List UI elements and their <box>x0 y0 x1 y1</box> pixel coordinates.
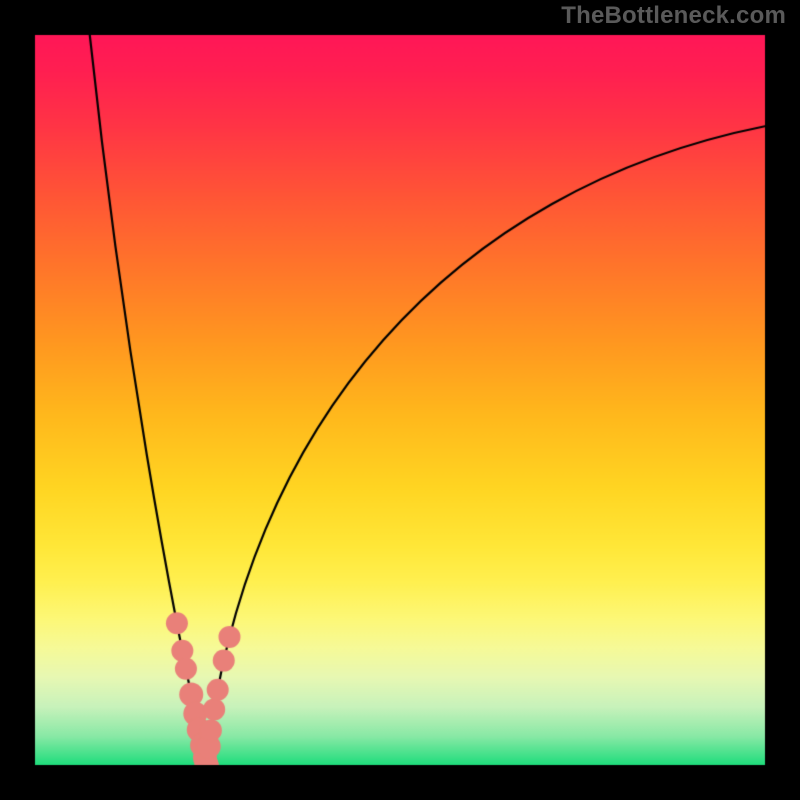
chart-stage: TheBottleneck.com <box>0 0 800 800</box>
bottleneck-v-curve-chart <box>0 0 800 800</box>
watermark-label: TheBottleneck.com <box>561 2 786 30</box>
